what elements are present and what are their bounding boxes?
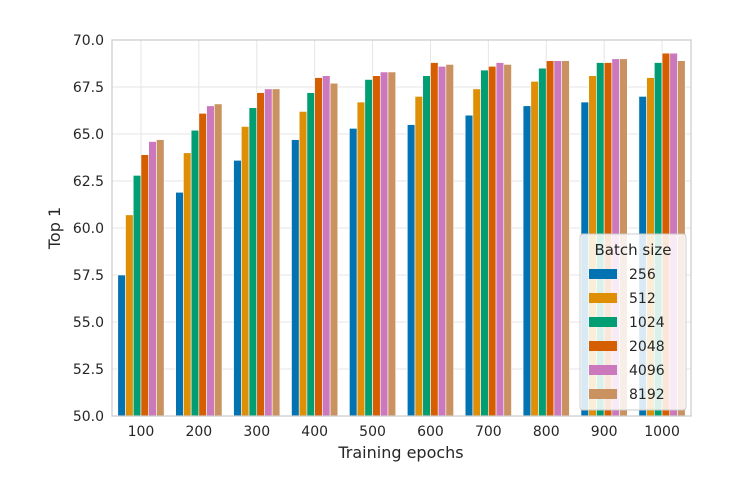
x-tick-label: 500 [359,424,386,440]
y-tick-label: 62.5 [73,174,104,190]
bar [156,139,165,417]
bar [553,60,562,417]
bar [329,82,339,417]
bar [256,92,265,417]
x-axis-title: Training epochs [337,443,463,462]
y-tick-label: 60.0 [73,221,104,237]
legend-swatch [589,341,617,351]
bar [291,139,300,417]
bar [148,141,157,417]
bar [445,64,454,417]
legend-label: 8192 [629,387,665,403]
x-tick-label: 100 [128,424,155,440]
bar [264,88,273,417]
y-axis-ticks: 50.0 52.5 55.0 57.5 60.0 62.5 65.0 67.5 70.0 [73,33,104,425]
x-tick-label: 400 [301,424,328,440]
bar [248,107,258,417]
y-tick-label: 57.5 [73,268,104,284]
bar [480,69,489,417]
legend-swatch [589,293,617,303]
plot-frame [111,39,692,417]
y-tick-label: 50.0 [73,409,104,425]
bar [464,114,474,417]
bar [140,154,149,417]
y-axis-title: Top 1 [45,207,64,250]
bar [314,77,323,417]
bar [175,191,184,417]
bar [271,88,281,417]
bar [437,66,447,417]
bar [372,75,381,417]
x-tick-label: 300 [243,424,270,440]
x-tick-label: 800 [533,424,560,440]
bar [213,103,223,417]
bar [545,60,555,417]
bar [503,64,512,417]
bar [495,62,505,417]
legend-label: 256 [629,267,656,283]
bar [206,105,215,417]
bar [322,75,331,417]
x-tick-label: 200 [185,424,212,440]
bar [414,96,424,417]
legend-label: 512 [629,291,656,307]
bar [488,66,497,417]
bar [522,105,532,417]
x-tick-label: 700 [475,424,502,440]
legend-title: Batch size [595,241,672,259]
bar [233,160,242,417]
legend-swatch [589,389,617,399]
bar [241,126,250,417]
legend-swatch [589,317,617,327]
bar [349,128,358,417]
legend-swatch [589,365,617,375]
bar [356,101,366,417]
bar [379,71,389,417]
x-tick-label: 900 [591,424,618,440]
legend-items: 256 512 1024 2048 4096 8192 [589,267,665,403]
bar [117,274,126,417]
bar [472,88,481,417]
legend-label: 1024 [629,315,665,331]
y-tick-label: 55.0 [73,315,104,331]
bar [125,214,134,417]
bar [198,113,207,417]
bar [387,71,397,417]
bar [406,124,416,417]
bar [183,152,192,417]
bar [132,175,142,417]
bar [538,67,547,417]
y-tick-label: 70.0 [73,33,104,49]
bar [306,92,315,417]
legend-label: 4096 [629,363,665,379]
legend-label: 2048 [629,339,665,355]
legend-swatch [589,269,617,279]
x-tick-label: 1000 [644,424,680,440]
bar [298,111,308,417]
bar [422,75,431,417]
y-tick-label: 52.5 [73,362,104,378]
y-tick-label: 67.5 [73,80,104,96]
bar [430,62,439,417]
bar [364,79,373,417]
x-tick-label: 600 [417,424,444,440]
x-axis-ticks: 100 200 300 400 500 600 700 800 900 1000 [128,424,680,440]
bar [530,81,539,417]
bar [561,60,570,417]
legend: Batch size 256 512 1024 2048 4096 8192 [579,233,687,411]
bar [190,129,200,417]
y-tick-label: 65.0 [73,127,104,143]
